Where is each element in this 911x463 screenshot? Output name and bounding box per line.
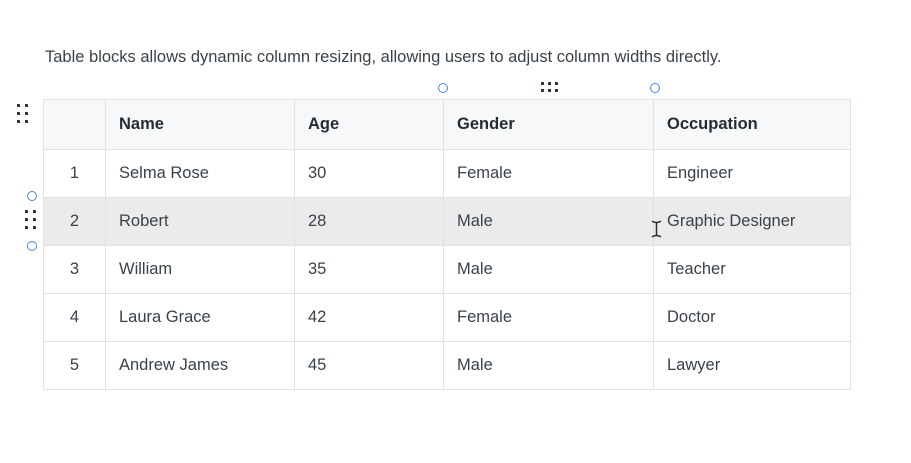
header-cell-name[interactable]: Name — [105, 99, 295, 150]
row-number-cell[interactable]: 5 — [43, 341, 106, 390]
table-row: 5 Andrew James 45 Male Lawyer — [43, 341, 851, 390]
gender-cell[interactable]: Female — [443, 149, 654, 198]
age-cell[interactable]: 28 — [294, 197, 444, 246]
grip-dot — [541, 82, 544, 85]
grip-dot — [33, 218, 36, 221]
table-caption[interactable]: Table blocks allows dynamic column resiz… — [45, 48, 722, 66]
age-cell[interactable]: 42 — [294, 293, 444, 342]
occupation-cell[interactable]: Engineer — [653, 149, 851, 198]
data-table: Name Age Gender Occupation 1 Selma Rose … — [43, 99, 851, 390]
header-cell-occupation[interactable]: Occupation — [653, 99, 851, 150]
grip-dot — [17, 112, 20, 115]
grip-dot — [17, 120, 20, 123]
grip-dot — [25, 210, 28, 213]
grip-dot — [548, 89, 551, 92]
column-resize-handle-right[interactable] — [650, 83, 660, 93]
column-resize-handle-left[interactable] — [438, 83, 448, 93]
name-cell[interactable]: Laura Grace — [105, 293, 295, 342]
gender-cell[interactable]: Male — [443, 341, 654, 390]
grip-dot — [555, 82, 558, 85]
table-drag-handle-icon[interactable] — [17, 104, 28, 123]
grip-dot — [25, 104, 28, 107]
name-cell[interactable]: Robert — [105, 197, 295, 246]
age-cell[interactable]: 30 — [294, 149, 444, 198]
grip-dot — [33, 210, 36, 213]
header-cell-gender[interactable]: Gender — [443, 99, 654, 150]
row-number-cell[interactable]: 1 — [43, 149, 106, 198]
grip-dot — [541, 89, 544, 92]
grip-dot — [25, 226, 28, 229]
grip-dot — [33, 226, 36, 229]
age-cell[interactable]: 45 — [294, 341, 444, 390]
name-cell[interactable]: Selma Rose — [105, 149, 295, 198]
grip-dot — [25, 120, 28, 123]
row-number-cell[interactable]: 4 — [43, 293, 106, 342]
text-cursor-icon — [651, 220, 662, 238]
grip-dot — [25, 218, 28, 221]
name-cell[interactable]: Andrew James — [105, 341, 295, 390]
row-resize-handle-bottom[interactable] — [27, 241, 37, 251]
grip-dot — [555, 89, 558, 92]
occupation-cell[interactable]: Teacher — [653, 245, 851, 294]
row-drag-handle-icon[interactable] — [25, 210, 36, 229]
gender-cell[interactable]: Male — [443, 245, 654, 294]
name-cell[interactable]: William — [105, 245, 295, 294]
row-resize-handle-top[interactable] — [27, 191, 37, 201]
occupation-cell[interactable]: Lawyer — [653, 341, 851, 390]
table-row: 3 William 35 Male Teacher — [43, 245, 851, 294]
table-row-highlighted: 2 Robert 28 Male Graphic Designer — [43, 197, 851, 246]
occupation-cell[interactable]: Doctor — [653, 293, 851, 342]
row-number-cell[interactable]: 3 — [43, 245, 106, 294]
column-drag-handle-icon[interactable] — [541, 82, 558, 92]
row-number-cell[interactable]: 2 — [43, 197, 106, 246]
age-cell[interactable]: 35 — [294, 245, 444, 294]
occupation-cell[interactable]: Graphic Designer — [653, 197, 851, 246]
grip-dot — [17, 104, 20, 107]
grip-dot — [25, 112, 28, 115]
table-row: 1 Selma Rose 30 Female Engineer — [43, 149, 851, 198]
header-cell-age[interactable]: Age — [294, 99, 444, 150]
grip-dot — [548, 82, 551, 85]
header-cell-index[interactable] — [43, 99, 106, 150]
header-row: Name Age Gender Occupation — [43, 99, 851, 150]
table-row: 4 Laura Grace 42 Female Doctor — [43, 293, 851, 342]
gender-cell[interactable]: Male — [443, 197, 654, 246]
gender-cell[interactable]: Female — [443, 293, 654, 342]
